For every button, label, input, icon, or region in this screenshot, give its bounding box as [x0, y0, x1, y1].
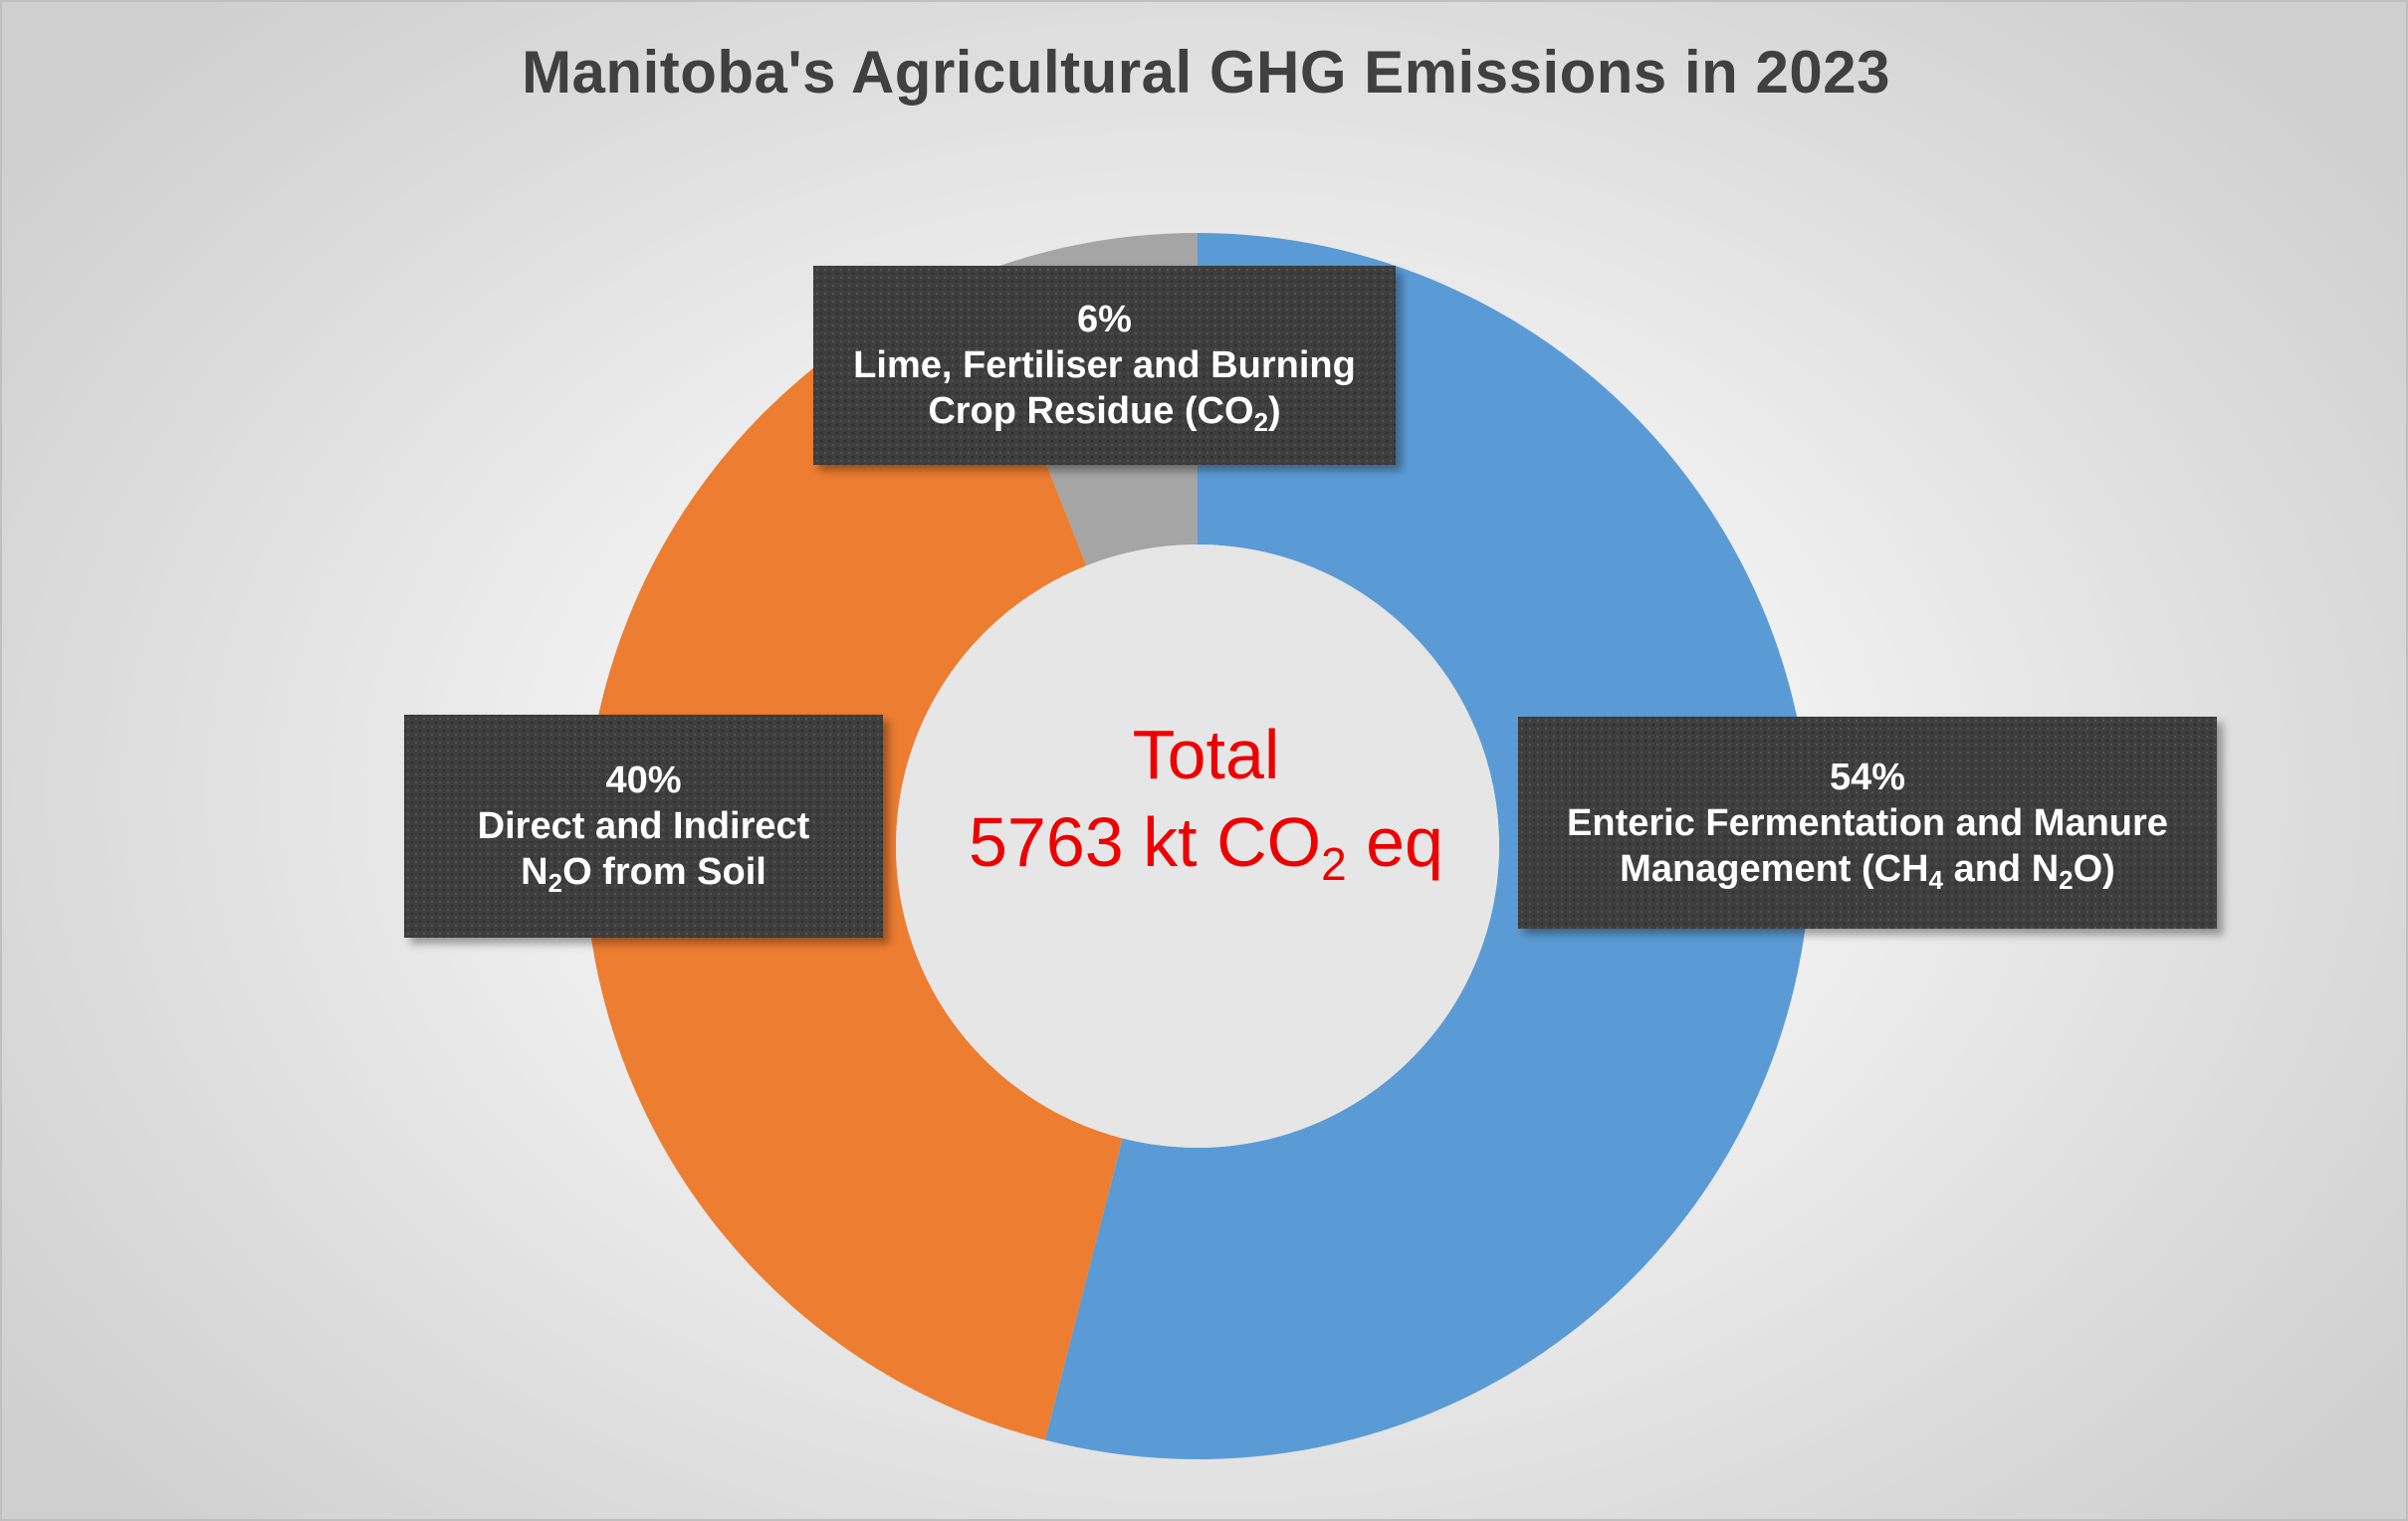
center-total-value-sub: 2	[1321, 838, 1347, 890]
data-label-soil-line1: Direct and Indirect	[477, 805, 810, 847]
data-label-soil-line2: N2O from Soil	[521, 849, 766, 898]
center-total-label-text: Total	[1132, 716, 1280, 793]
data-label-soil-line2-sub: 2	[547, 868, 563, 898]
center-total-value-prefix: 5763 kt CO	[969, 803, 1322, 881]
data-label-lime-line2-b: )	[1268, 390, 1281, 432]
donut-center-hole	[896, 544, 1499, 1148]
data-label-enteric-line1: Enteric Fermentation and Manure	[1567, 801, 2168, 844]
data-label-enteric-line2-c: O)	[2073, 847, 2115, 890]
data-label-enteric-line2: Management (CH4 and N2O)	[1620, 846, 2115, 895]
data-label-enteric-percent: 54%	[1829, 756, 1906, 798]
data-label-enteric: 54% Enteric Fermentation and Manure Mana…	[1518, 717, 2217, 929]
data-label-soil-line2-b: O from Soil	[562, 851, 766, 893]
data-label-lime-line1: Lime, Fertiliser and Burning	[853, 344, 1356, 386]
data-label-enteric-line2-a: Management (CH	[1620, 847, 1929, 890]
donut-slice-enteric	[1044, 233, 1812, 1460]
center-total-label: Total	[2, 712, 2406, 797]
data-label-lime-line2: Crop Residue (CO2)	[928, 388, 1281, 437]
data-label-lime-line2-a: Crop Residue (CO	[928, 390, 1254, 432]
center-total-value: 5763 kt CO2 eq	[2, 799, 2406, 887]
data-label-enteric-line2-b: and N	[1943, 847, 2060, 890]
data-label-soil-line2-a: N	[521, 851, 548, 893]
data-label-lime-percent: 6%	[1077, 299, 1132, 340]
data-label-enteric-line2-sub1: 4	[1928, 864, 1944, 895]
center-total-value-suffix: eq	[1346, 803, 1443, 881]
data-label-soil-percent: 40%	[605, 760, 682, 801]
chart-title: Manitoba's Agricultural GHG Emissions in…	[522, 39, 1890, 106]
data-label-enteric-line2-sub2: 2	[2059, 864, 2074, 895]
data-label-soil: 40% Direct and Indirect N2O from Soil	[404, 715, 883, 938]
data-label-lime-fertiliser: 6% Lime, Fertiliser and Burning Crop Res…	[813, 266, 1396, 465]
data-label-lime-line2-sub: 2	[1253, 407, 1269, 437]
